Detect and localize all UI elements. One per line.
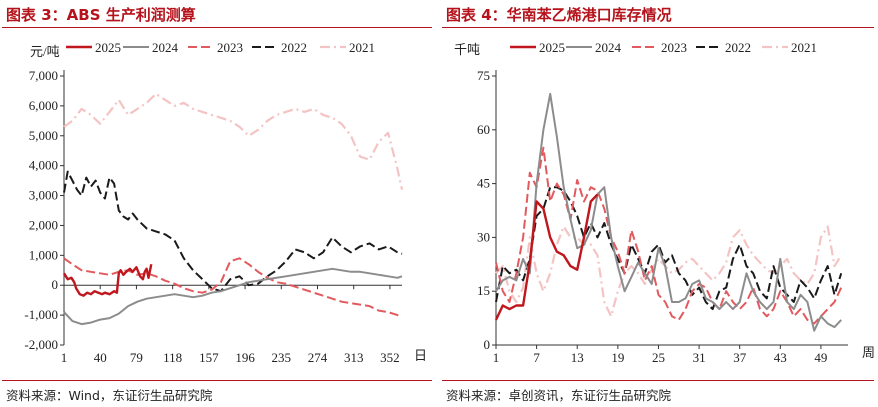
x-tick-label: 313 (344, 350, 364, 365)
legend-label-2025: 2025 (95, 40, 121, 55)
x-tick-label: 13 (571, 350, 584, 365)
y-tick-label: 0 (484, 337, 491, 352)
legend-label-2023: 2023 (217, 40, 243, 55)
x-tick-label: 37 (733, 350, 747, 365)
styrene-inventory-chart: 0 15 30 45 60 75 1 7 13 19 25 31 37 43 49 千吨周 2025 2024 20… (454, 40, 875, 365)
x-axis-label: 周 (862, 345, 875, 360)
y-tick-label: 2,000 (29, 217, 58, 232)
x-tick-label: 352 (380, 350, 400, 365)
series-line-2022 (495, 186, 843, 311)
x-tick-label: 1 (493, 350, 500, 365)
x-tick-label: 7 (533, 350, 540, 365)
chart-panel-abs-profit: 图表 3：ABS 生产利润测算 -2,000 -1,000 0 1,000 2,000 3… (0, 0, 436, 407)
legend-label-2022: 2022 (281, 40, 307, 55)
legend-label-2023: 2023 (661, 40, 687, 55)
legend-label-2024: 2024 (595, 40, 622, 55)
legend-label-2022: 2022 (725, 40, 751, 55)
y-tick-label: 3,000 (29, 188, 58, 203)
chart-panel-styrene-inventory: 图表 4：华南苯乙烯港口库存情况 0 15 30 45 60 75 1 7 13 19 25 31 37… (440, 0, 878, 407)
series-line-2021 (63, 92, 404, 190)
y-tick-label: 75 (477, 68, 490, 83)
source-note: 资料来源：卓创资讯，东证衍生品研究院 (446, 388, 672, 403)
y-tick-label: 7,000 (29, 68, 58, 83)
chart-title: 图表 3：ABS 生产利润测算 (6, 6, 196, 24)
series-line-2025 (62, 264, 153, 297)
series-line-2024 (495, 92, 842, 332)
x-tick-label: 25 (652, 350, 665, 365)
x-tick-label: 43 (774, 350, 787, 365)
abs-profit-chart: -2,000 -1,000 0 1,000 2,000 3,000 4,000 5,000 6,… (24, 40, 427, 365)
series-line-2025 (494, 193, 599, 321)
y-tick-label: 6,000 (29, 98, 58, 113)
x-tick-label: 196 (235, 350, 255, 365)
x-tick-label: 19 (611, 350, 624, 365)
y-tick-label: 4,000 (29, 158, 58, 173)
y-tick-label: 1,000 (29, 247, 58, 262)
legend-label-2024: 2024 (152, 40, 179, 55)
y-tick-label: 15 (477, 283, 490, 298)
chart-title: 图表 4：华南苯乙烯港口库存情况 (446, 6, 672, 24)
y-tick-label: 30 (477, 229, 490, 244)
y-tick-label: 60 (477, 122, 490, 137)
source-note: 资料来源：Wind，东证衍生品研究院 (6, 388, 213, 403)
source-divider (442, 380, 874, 381)
x-tick-label: 79 (130, 350, 143, 365)
x-tick-label: 118 (163, 350, 182, 365)
x-tick-label: 274 (308, 350, 328, 365)
x-tick-label: 235 (272, 350, 292, 365)
title-divider (2, 27, 432, 28)
y-tick-label: 45 (477, 176, 490, 191)
source-divider (2, 380, 432, 381)
x-tick-label: 40 (94, 350, 107, 365)
y-tick-label: -2,000 (24, 337, 58, 352)
y-axis-label: 千吨 (454, 42, 480, 57)
series-line-2023 (495, 146, 843, 325)
title-divider (442, 27, 874, 28)
x-tick-label: 1 (61, 350, 68, 365)
series-line-2022 (63, 170, 403, 293)
y-axis-label: 元/吨 (30, 44, 60, 59)
y-tick-label: 0 (52, 277, 59, 292)
y-tick-label: -1,000 (24, 307, 58, 322)
y-tick-label: 5,000 (29, 128, 58, 143)
x-tick-label: 31 (693, 350, 706, 365)
legend-label-2025: 2025 (539, 40, 565, 55)
legend-label-2021: 2021 (349, 40, 375, 55)
legend-label-2021: 2021 (791, 40, 817, 55)
series-line-2024 (63, 267, 403, 326)
x-axis-label: 日 (414, 348, 427, 363)
series-line-2021 (495, 225, 843, 318)
x-tick-label: 157 (199, 350, 219, 365)
x-tick-label: 49 (814, 350, 827, 365)
